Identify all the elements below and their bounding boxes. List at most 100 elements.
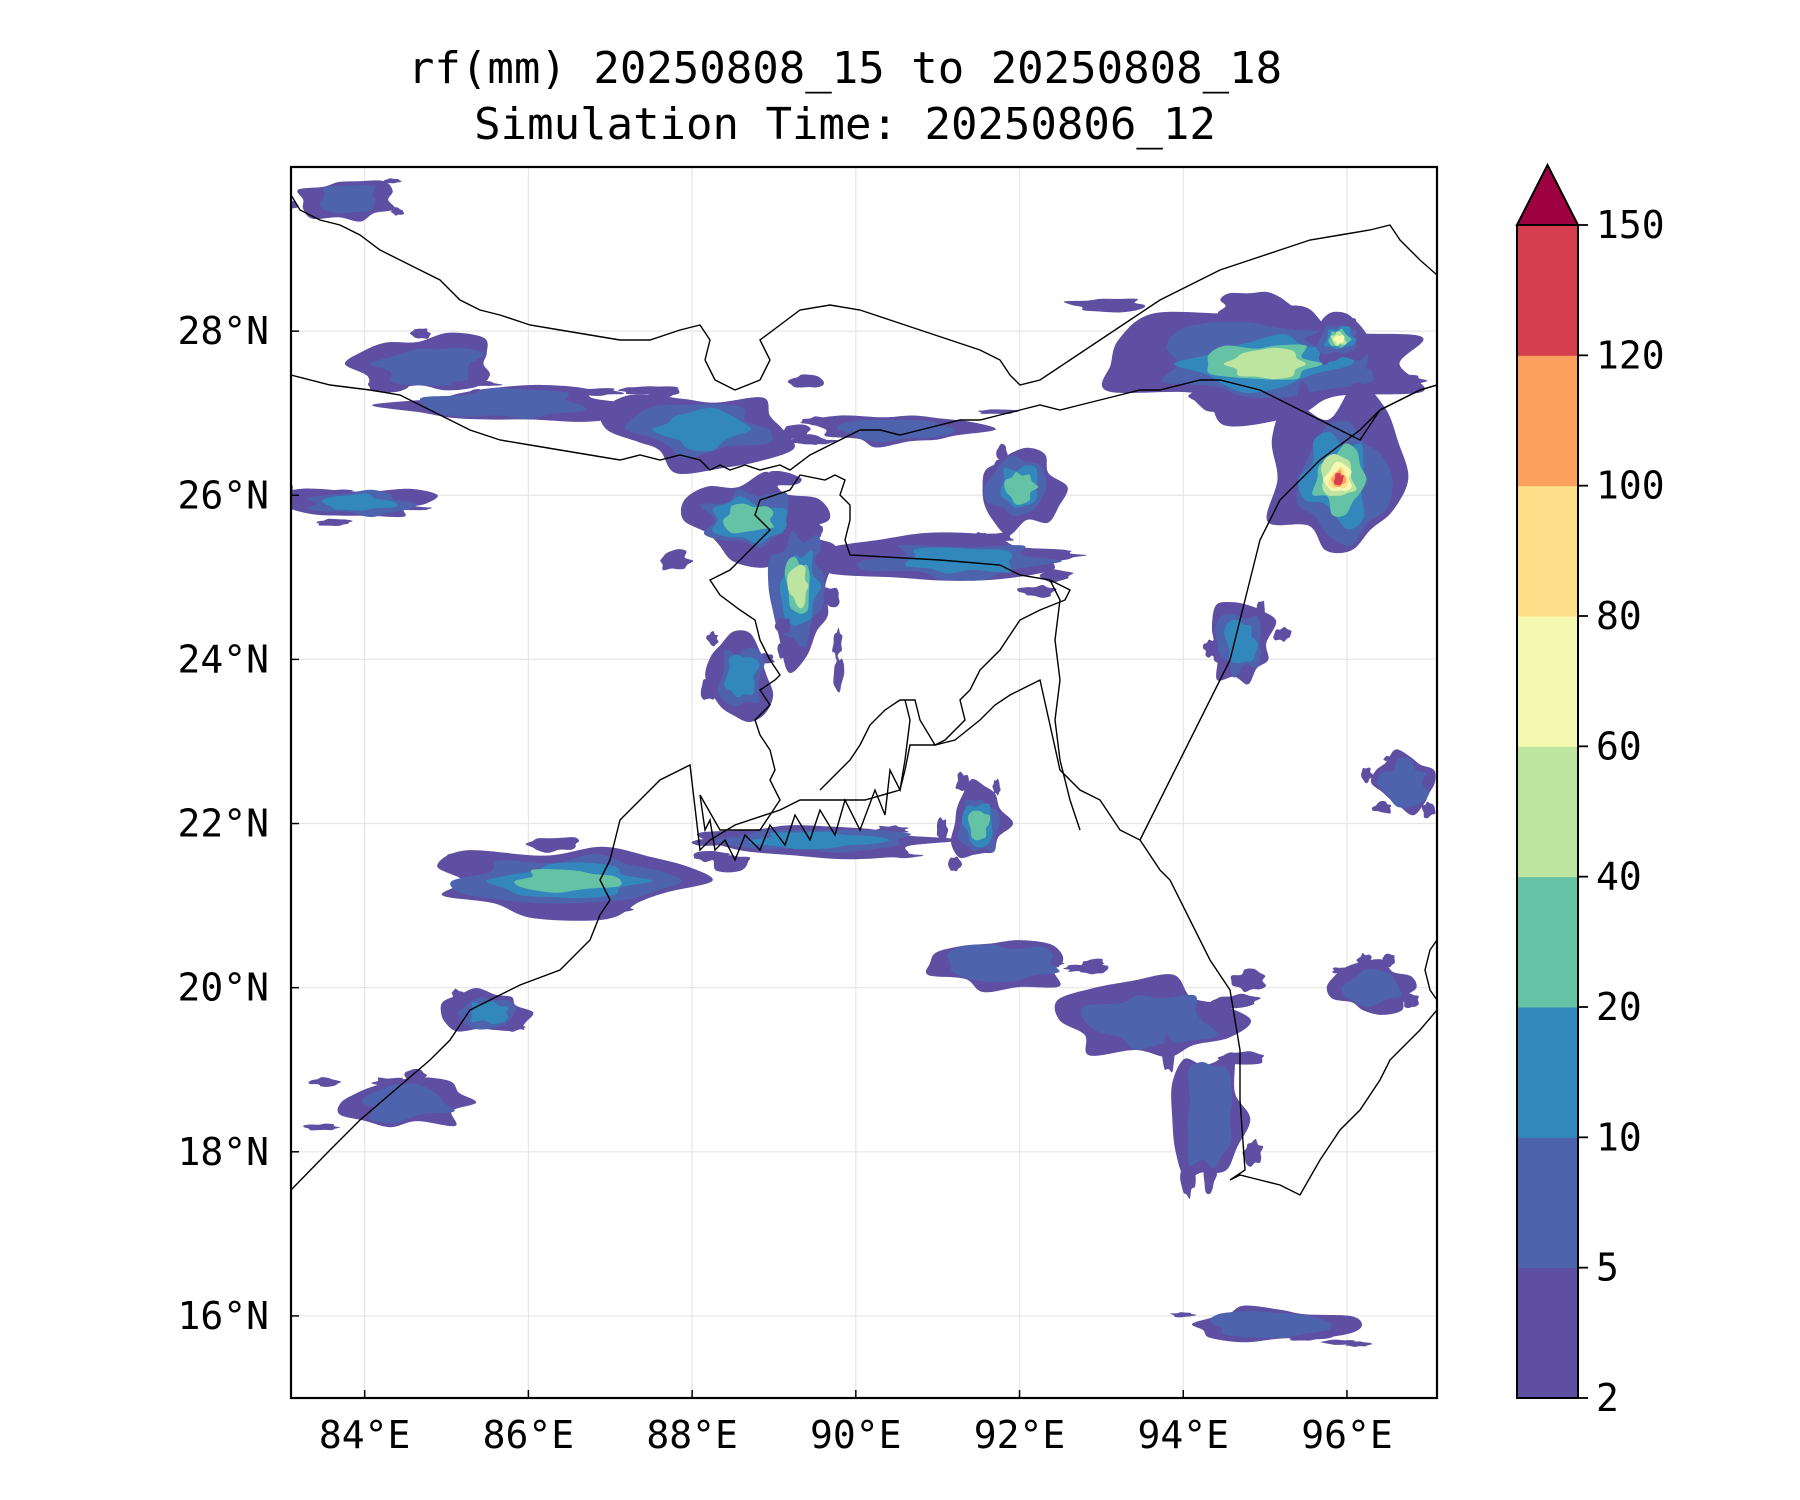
rain-contour-level-5 <box>419 388 586 419</box>
india-north-border <box>291 374 1437 471</box>
rain-contour-level-20 <box>1004 472 1039 505</box>
colorbar-frame <box>1516 224 1579 1399</box>
rain-contour-level-5 <box>319 185 376 214</box>
colorbar-segment <box>1517 616 1578 747</box>
rain-cell <box>833 656 845 693</box>
rain-contour-level-5 <box>1080 994 1219 1051</box>
rain-contour-level-10 <box>652 407 752 452</box>
rain-contour-level-5 <box>837 419 956 443</box>
y-tick-label: 16°N <box>177 1294 269 1338</box>
coastline <box>291 678 1437 1196</box>
colorbar-segment <box>1517 1267 1578 1399</box>
chart-title-line-1: rf(mm) 20250808_15 to 20250808_18 <box>407 43 1283 94</box>
rain-contour-level-5 <box>1187 1062 1233 1169</box>
rain-cell <box>693 850 730 863</box>
rain-cell <box>1162 1032 1175 1073</box>
colorbar-segment <box>1517 1007 1578 1138</box>
myanmar-india-border <box>1139 384 1437 841</box>
rain-cell <box>308 1077 342 1087</box>
rain-cell <box>936 817 949 843</box>
rain-cell <box>774 618 791 635</box>
colorbar-segment <box>1517 746 1578 878</box>
x-tick-label: 90°E <box>810 1413 902 1457</box>
nepal-china-border <box>291 194 711 361</box>
rain-cell <box>381 178 402 184</box>
rain-contour-level-5 <box>362 1083 455 1124</box>
rain-contour-level-40 <box>1223 347 1306 380</box>
rain-cell <box>303 1123 341 1131</box>
rain-cell <box>1063 298 1146 313</box>
x-tick-label: 86°E <box>483 1413 575 1457</box>
y-tick-label: 24°N <box>177 637 269 681</box>
rain-contour-level-10 <box>471 1001 509 1025</box>
map-frame <box>289 165 1439 1400</box>
rain-cell <box>639 386 680 398</box>
rain-cell <box>992 778 1001 796</box>
rain-cell <box>1365 358 1381 372</box>
rain-contour-level-5 <box>369 347 485 386</box>
x-tick-label: 88°E <box>646 1413 738 1457</box>
rain-cell <box>316 518 353 526</box>
rain-cell <box>291 200 299 209</box>
rain-cell <box>1421 801 1436 819</box>
rain-cell <box>1170 1312 1197 1318</box>
rain-cell <box>1230 968 1267 993</box>
rain-contour-level-5 <box>1209 1311 1332 1339</box>
rain-contour-level-20 <box>514 869 622 893</box>
colorbar-tick-label: 5 <box>1596 1246 1619 1290</box>
rain-contour-level-20 <box>968 810 991 841</box>
colorbar-segment <box>1517 225 1578 356</box>
rain-cell <box>787 374 824 388</box>
sundarbans-coast-detail <box>699 699 911 862</box>
x-axis: 84°E 86°E 88°E 90°E 92°E 94°E 96°E <box>319 1390 1393 1457</box>
rain-contour-level-120 <box>1333 472 1344 486</box>
rain-cell <box>525 837 580 853</box>
rain-cell <box>1209 993 1261 1009</box>
rain-cell <box>1017 585 1057 598</box>
rain-cell <box>706 631 719 647</box>
rain-cell <box>1273 626 1292 642</box>
y-tick-label: 20°N <box>177 966 269 1010</box>
rain-cell <box>975 532 992 546</box>
rain-contour-level-20 <box>723 503 774 534</box>
colorbar-tick-label: 2 <box>1596 1376 1619 1420</box>
colorbar-tick-label: 60 <box>1596 724 1642 768</box>
rain-cell <box>789 437 839 445</box>
rain-contour-level-60 <box>1332 334 1345 346</box>
rain-contour-level-10 <box>724 655 760 698</box>
rain-cell <box>948 856 963 872</box>
colorbar-tick-label: 150 <box>1596 203 1665 247</box>
colorbar: 2 5 10 20 40 60 80 100 120 150 <box>1515 162 1665 1420</box>
colorbar-segment <box>1517 876 1578 1008</box>
bangladesh-border <box>699 474 1071 831</box>
rain-cell <box>1361 767 1373 784</box>
rain-cell <box>409 328 431 339</box>
rain-contour-level-5 <box>1341 969 1402 1007</box>
country-borders <box>291 194 1437 1196</box>
rain-cell <box>660 549 694 571</box>
x-tick-label: 96°E <box>1301 1413 1393 1457</box>
colorbar-tick-label: 40 <box>1596 855 1642 899</box>
colorbar-extend-arrow <box>1515 162 1580 226</box>
colorbar-segment <box>1517 355 1578 487</box>
colorbar-tick-label: 10 <box>1596 1115 1642 1159</box>
x-tick-label: 84°E <box>319 1413 411 1457</box>
rain-cell <box>369 382 402 390</box>
sikkim-bhutan-border <box>704 224 1437 391</box>
colorbar-tick-label: 100 <box>1596 464 1665 508</box>
colorbar-tick-label: 20 <box>1596 985 1642 1029</box>
rain-cell <box>1063 964 1096 972</box>
y-tick-label: 22°N <box>177 802 269 846</box>
x-tick-label: 94°E <box>1137 1413 1229 1457</box>
rain-cell <box>449 379 504 387</box>
y-tick-label: 26°N <box>177 473 269 517</box>
rain-cell <box>832 627 843 660</box>
colorbar-tick-label: 80 <box>1596 594 1642 638</box>
rain-cell <box>390 207 405 216</box>
rain-cell <box>1344 1341 1373 1347</box>
myanmar-thailand-border <box>1424 939 1437 1001</box>
x-tick-label: 92°E <box>974 1413 1066 1457</box>
tripura-border <box>1049 579 1081 831</box>
rain-contour-level-5 <box>946 944 1060 983</box>
